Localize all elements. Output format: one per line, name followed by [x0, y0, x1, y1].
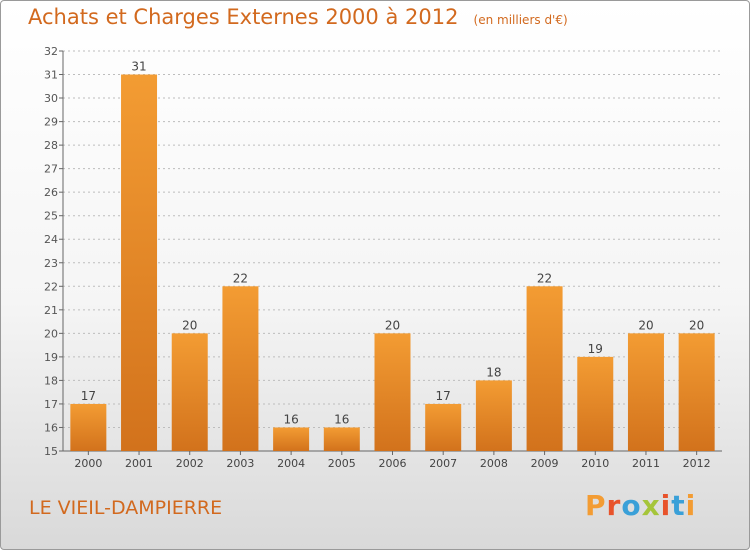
y-tick-label: 26: [44, 186, 58, 199]
y-tick-label: 19: [44, 351, 58, 364]
bar-2005: [323, 427, 360, 451]
y-tick-label: 24: [44, 233, 58, 246]
y-tick-label: 21: [44, 304, 58, 317]
logo-letter: P: [585, 489, 607, 522]
logo-letter: r: [606, 489, 622, 522]
y-tick-label: 32: [44, 45, 58, 58]
value-label-2008: 18: [486, 365, 501, 379]
logo-letter: i: [660, 489, 672, 522]
bar-2006: [374, 333, 411, 451]
bar-2003: [222, 286, 259, 451]
bar-2010: [577, 356, 614, 451]
x-tick-label-2003: 2003: [226, 457, 254, 470]
logo-letter: t: [671, 489, 686, 522]
value-label-2000: 17: [81, 389, 96, 403]
value-label-2004: 16: [283, 412, 298, 426]
y-tick-label: 16: [44, 421, 58, 434]
y-tick-label: 18: [44, 374, 58, 387]
y-tick-label: 25: [44, 210, 58, 223]
y-tick-label: 15: [44, 445, 58, 458]
y-tick-label: 17: [44, 398, 58, 411]
y-tick-label: 27: [44, 163, 58, 176]
value-label-2006: 20: [385, 318, 400, 332]
value-label-2011: 20: [638, 318, 653, 332]
logo-letter: i: [685, 489, 697, 522]
axes: 15 16 17 18 19 20 21 22 23 24 25 26 27 28 29 30 31 32: [44, 45, 722, 458]
bar-2004: [273, 427, 310, 451]
chart-subtitle: (en milliers d'€): [473, 13, 568, 27]
value-label-2005: 16: [334, 412, 349, 426]
logo-letter: o: [621, 489, 642, 522]
y-tick-label: 31: [44, 69, 58, 82]
value-label-2003: 22: [233, 271, 248, 285]
y-tick-label: 23: [44, 257, 58, 270]
bar-2012: [678, 333, 715, 451]
x-tick-label-2002: 2002: [176, 457, 204, 470]
y-tick-label: 20: [44, 327, 58, 340]
bars: [70, 74, 715, 451]
y-tick-label: 29: [44, 116, 58, 129]
bar-2002: [171, 333, 208, 451]
x-tick-label-2009: 2009: [531, 457, 559, 470]
bar-2011: [627, 333, 664, 451]
x-tick-label-2010: 2010: [581, 457, 609, 470]
x-tick-label-2004: 2004: [277, 457, 305, 470]
value-label-2002: 20: [182, 318, 197, 332]
x-tick-label-2005: 2005: [328, 457, 356, 470]
value-label-2010: 19: [588, 342, 603, 356]
value-label-2007: 17: [436, 389, 451, 403]
bar-2007: [425, 403, 462, 451]
x-tick-label-2012: 2012: [683, 457, 711, 470]
x-tick-label-2011: 2011: [632, 457, 660, 470]
commune-name: LE VIEIL-DAMPIERRE: [29, 497, 223, 519]
bar-2000: [70, 403, 107, 451]
value-label-2009: 22: [537, 271, 552, 285]
proxiti-logo: Proxiti: [585, 489, 696, 522]
title-row: Achats et Charges Externes 2000 à 2012 (…: [28, 5, 568, 29]
chart-title: Achats et Charges Externes 2000 à 2012: [28, 5, 459, 29]
y-tick-label: 22: [44, 280, 58, 293]
logo-letter: x: [641, 489, 661, 522]
x-tick-label-2000: 2000: [74, 457, 102, 470]
x-tick-label-2001: 2001: [125, 457, 153, 470]
bar-2008: [475, 380, 512, 451]
bar-2009: [526, 286, 563, 451]
y-tick-label: 28: [44, 139, 58, 152]
x-tick-label-2008: 2008: [480, 457, 508, 470]
value-label-2012: 20: [689, 318, 704, 332]
y-tick-label: 30: [44, 92, 58, 105]
value-label-2001: 31: [131, 60, 146, 74]
x-tick-label-2006: 2006: [379, 457, 407, 470]
x-tick-label-2007: 2007: [429, 457, 457, 470]
bar-2001: [121, 74, 158, 451]
labels: 17 2000 31 2001 20 2002 22 2003 16 2004 16 2005 20 20…: [74, 60, 710, 470]
